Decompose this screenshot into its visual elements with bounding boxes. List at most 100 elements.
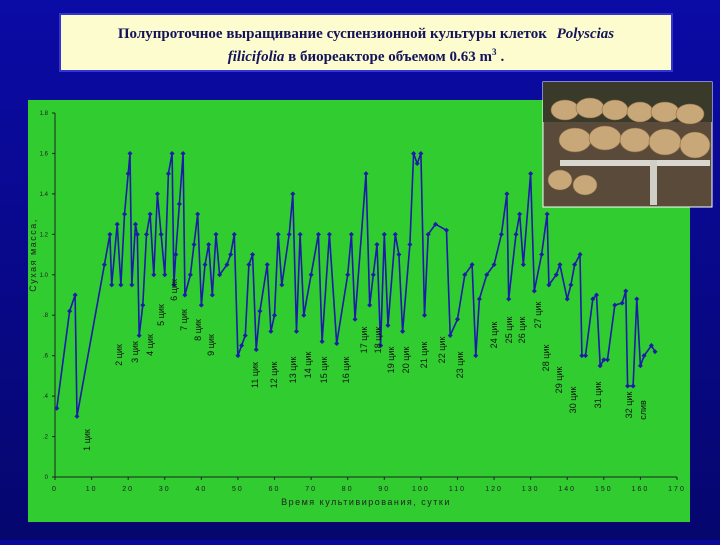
data-point bbox=[286, 231, 292, 237]
data-point bbox=[326, 231, 332, 237]
data-point bbox=[308, 272, 314, 278]
y-tick-label: .6 bbox=[43, 354, 49, 360]
cycle-label: 25 цик bbox=[504, 317, 514, 344]
data-point bbox=[319, 339, 325, 345]
x-tick-label: 40 bbox=[195, 486, 207, 493]
data-point bbox=[242, 332, 248, 338]
data-point bbox=[334, 341, 340, 347]
data-point bbox=[447, 332, 453, 338]
species: Polyscias bbox=[557, 26, 615, 42]
data-point bbox=[158, 231, 164, 237]
data-point bbox=[579, 353, 585, 359]
data-point bbox=[272, 312, 278, 318]
data-point bbox=[154, 191, 160, 197]
title-text: Полупроточное выращивание суспензионной … bbox=[118, 26, 547, 42]
data-point bbox=[597, 363, 603, 369]
cycle-label: 11 цик bbox=[250, 362, 260, 388]
photo-table-leg bbox=[650, 160, 657, 205]
data-point bbox=[293, 328, 299, 334]
data-point bbox=[140, 302, 146, 308]
data-point bbox=[198, 302, 204, 308]
data-point bbox=[348, 231, 354, 237]
x-tick-label: 50 bbox=[232, 486, 244, 493]
data-point bbox=[191, 241, 197, 247]
data-point bbox=[228, 252, 234, 258]
data-point bbox=[619, 300, 625, 306]
y-tick-label: 1.0 bbox=[40, 273, 49, 279]
data-point bbox=[297, 231, 303, 237]
data-point bbox=[612, 302, 618, 308]
photo-table bbox=[560, 160, 710, 166]
cycle-label: 13 цик bbox=[288, 357, 298, 384]
cycle-label: 23 цик bbox=[455, 352, 465, 379]
title-line-1: Полупроточное выращивание суспензионной … bbox=[118, 26, 614, 42]
data-point bbox=[528, 171, 534, 177]
data-point bbox=[169, 150, 175, 156]
data-point bbox=[202, 262, 208, 268]
data-point bbox=[462, 272, 468, 278]
data-point bbox=[539, 252, 545, 258]
plot: 0 .2 .4 .6 .8 1.0 1.2 1.4 1.6 1.8 0 10 20 30 40 50 60 70 8… bbox=[28, 111, 684, 507]
data-point bbox=[630, 383, 636, 389]
data-point bbox=[407, 241, 413, 247]
data-point bbox=[411, 150, 417, 156]
data-point bbox=[418, 150, 424, 156]
data-point bbox=[301, 312, 307, 318]
cycle-label: 27 цик bbox=[533, 302, 543, 329]
cycle-label: 31 цик bbox=[593, 382, 603, 409]
data-point bbox=[568, 282, 574, 288]
y-tick-label: .8 bbox=[43, 313, 49, 319]
cycle-label: 6 цик bbox=[169, 279, 179, 301]
species: filicifolia bbox=[228, 49, 285, 65]
x-tick-label: 120 bbox=[485, 486, 503, 493]
cycle-label: 15 цик bbox=[319, 357, 329, 384]
data-point bbox=[187, 272, 193, 278]
data-point bbox=[491, 262, 497, 268]
data-point bbox=[370, 272, 376, 278]
cycle-label: 26 цик bbox=[517, 317, 527, 344]
data-point bbox=[173, 252, 179, 258]
data-point bbox=[74, 413, 80, 419]
photo-flasks bbox=[547, 97, 711, 196]
data-point bbox=[367, 302, 373, 308]
data-point bbox=[143, 231, 149, 237]
cycle-label: 4 цик bbox=[145, 334, 155, 356]
cycle-label: 14 цик bbox=[303, 352, 313, 379]
y-tick-label: .2 bbox=[43, 435, 49, 441]
data-point bbox=[422, 312, 428, 318]
data-point bbox=[484, 272, 490, 278]
x-tick-label: 160 bbox=[632, 486, 650, 493]
data-point bbox=[182, 292, 188, 298]
data-point bbox=[151, 272, 157, 278]
cycle-label: 5 цик bbox=[156, 304, 166, 326]
data-point bbox=[162, 272, 168, 278]
data-point bbox=[557, 262, 563, 268]
data-point bbox=[122, 211, 128, 217]
data-point bbox=[443, 227, 449, 233]
cycle-label: 7 цик bbox=[179, 309, 189, 331]
data-point bbox=[195, 211, 201, 217]
x-tick-label: 70 bbox=[305, 486, 317, 493]
data-point bbox=[213, 231, 219, 237]
data-point bbox=[54, 405, 60, 411]
y-tick-label: 1.6 bbox=[40, 151, 49, 157]
x-tick-label: 90 bbox=[378, 486, 390, 493]
data-point bbox=[601, 357, 607, 363]
data-point bbox=[264, 262, 270, 268]
data-point bbox=[564, 296, 570, 302]
data-point bbox=[118, 282, 124, 288]
cycle-label: 2 цик bbox=[114, 344, 124, 366]
data-point bbox=[625, 383, 631, 389]
data-point bbox=[506, 296, 512, 302]
data-point bbox=[67, 308, 73, 314]
x-tick-label: 150 bbox=[595, 486, 613, 493]
data-point bbox=[623, 288, 629, 294]
cycle-label: 24 цик bbox=[489, 322, 499, 349]
data-point bbox=[546, 282, 552, 288]
x-tick-label: 30 bbox=[159, 486, 171, 493]
data-point bbox=[454, 316, 460, 322]
x-tick-label: 140 bbox=[558, 486, 576, 493]
data-point bbox=[224, 262, 230, 268]
